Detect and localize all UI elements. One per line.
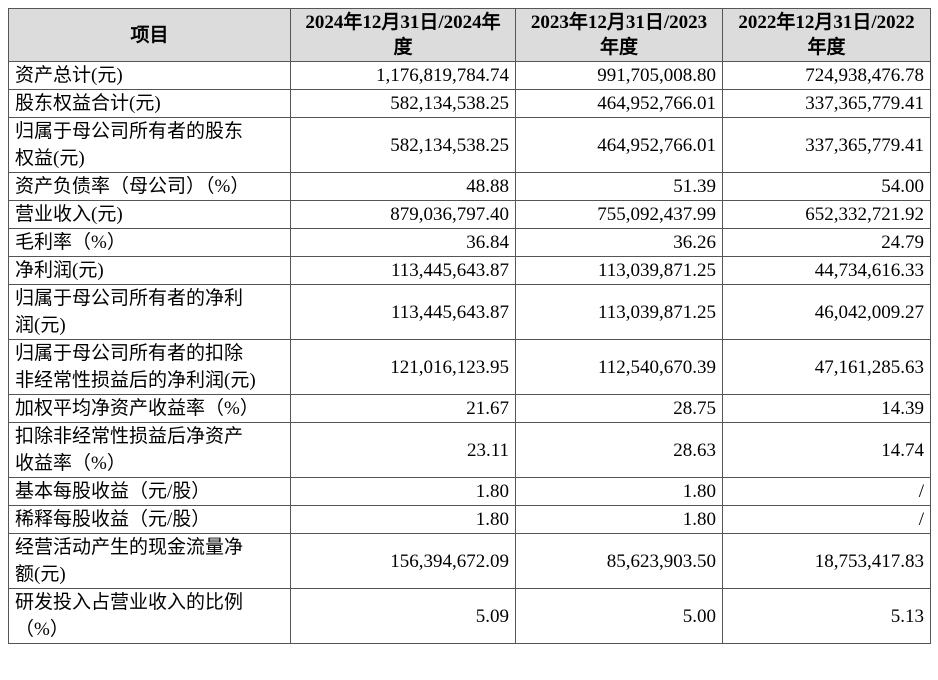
value-cell: 121,016,123.95 [290, 339, 516, 395]
row-label: 归属于母公司所有者的股东权益(元) [8, 117, 291, 173]
value-cell: 112,540,670.39 [515, 339, 723, 395]
value-cell: 724,938,476.78 [722, 61, 931, 90]
table-row: 资产负债率（母公司）（%） 48.88 51.39 54.00 [8, 172, 931, 201]
value-cell: 156,394,672.09 [290, 533, 516, 589]
row-label: 稀释每股收益（元/股） [8, 505, 291, 534]
table-row: 扣除非经常性损益后净资产收益率（%） 23.11 28.63 14.74 [8, 422, 931, 478]
financial-table: 项目 2024年12月31日/2024年度 2023年12月31日/2023年度 20… [8, 8, 931, 644]
value-cell: 337,365,779.41 [722, 117, 931, 173]
table-row: 毛利率（%） 36.84 36.26 24.79 [8, 228, 931, 257]
value-cell: 1.80 [290, 505, 516, 534]
value-cell: 113,039,871.25 [515, 284, 723, 340]
header-cell: 2022年12月31日/2022年度 [722, 8, 931, 62]
value-cell: 652,332,721.92 [722, 200, 931, 229]
table-row: 稀释每股收益（元/股） 1.80 1.80/ [8, 505, 931, 534]
row-label: 研发投入占营业收入的比例（%） [8, 588, 291, 644]
value-cell: 5.00 [515, 588, 723, 644]
table-row: 归属于母公司所有者的股东权益(元) 582,134,538.25 464,952,7… [8, 117, 931, 173]
table-row: 经营活动产生的现金流量净额(元) 156,394,672.09 85,623,903… [8, 533, 931, 589]
value-cell: 5.13 [722, 588, 931, 644]
value-cell: 28.75 [515, 394, 723, 423]
value-cell: 113,445,643.87 [290, 284, 516, 340]
value-cell: 582,134,538.25 [290, 117, 516, 173]
table-row: 基本每股收益（元/股） 1.80 1.80/ [8, 477, 931, 506]
value-cell: 24.79 [722, 228, 931, 257]
value-cell: 5.09 [290, 588, 516, 644]
value-cell: / [722, 477, 931, 506]
table-row: 加权平均净资产收益率（%） 21.67 28.75 14.39 [8, 394, 931, 423]
value-cell: 18,753,417.83 [722, 533, 931, 589]
value-cell: 991,705,008.80 [515, 61, 723, 90]
value-cell: 85,623,903.50 [515, 533, 723, 589]
row-label: 营业收入(元) [8, 200, 291, 229]
value-cell: 879,036,797.40 [290, 200, 516, 229]
value-cell: 28.63 [515, 422, 723, 478]
value-cell: 464,952,766.01 [515, 89, 723, 118]
value-cell: 21.67 [290, 394, 516, 423]
value-cell: 23.11 [290, 422, 516, 478]
value-cell: 46,042,009.27 [722, 284, 931, 340]
table-row: 研发投入占营业收入的比例（%） 5.09 5.00 5.13 [8, 588, 931, 644]
row-label: 基本每股收益（元/股） [8, 477, 291, 506]
value-cell: 47,161,285.63 [722, 339, 931, 395]
value-cell: 755,092,437.99 [515, 200, 723, 229]
value-cell: 54.00 [722, 172, 931, 201]
value-cell: 337,365,779.41 [722, 89, 931, 118]
value-cell: 36.84 [290, 228, 516, 257]
row-label: 扣除非经常性损益后净资产收益率（%） [8, 422, 291, 478]
value-cell: 113,039,871.25 [515, 256, 723, 285]
row-label: 归属于母公司所有者的净利润(元) [8, 284, 291, 340]
value-cell: 36.26 [515, 228, 723, 257]
row-label: 归属于母公司所有者的扣除非经常性损益后的净利润(元) [8, 339, 291, 395]
header-cell: 2023年12月31日/2023年度 [515, 8, 723, 62]
row-label: 资产负债率（母公司）（%） [8, 172, 291, 201]
value-cell: / [722, 505, 931, 534]
table-row: 归属于母公司所有者的扣除非经常性损益后的净利润(元) 121,016,123.95… [8, 339, 931, 395]
value-cell: 464,952,766.01 [515, 117, 723, 173]
table-row: 营业收入(元) 879,036,797.40 755,092,437.99 652,3… [8, 200, 931, 229]
value-cell: 1.80 [290, 477, 516, 506]
row-label: 加权平均净资产收益率（%） [8, 394, 291, 423]
value-cell: 44,734,616.33 [722, 256, 931, 285]
table-row: 净利润(元) 113,445,643.87 113,039,871.25 44,734… [8, 256, 931, 285]
row-label: 股东权益合计(元) [8, 89, 291, 118]
table-body: 资产总计(元) 1,176,819,784.74 991,705,008.80 724… [8, 61, 931, 644]
table-row: 资产总计(元) 1,176,819,784.74 991,705,008.80 724… [8, 61, 931, 90]
value-cell: 51.39 [515, 172, 723, 201]
value-cell: 48.88 [290, 172, 516, 201]
value-cell: 1,176,819,784.74 [290, 61, 516, 90]
header-cell: 2024年12月31日/2024年度 [290, 8, 516, 62]
value-cell: 1.80 [515, 477, 723, 506]
header-cell: 项目 [8, 8, 291, 62]
header-row: 项目 2024年12月31日/2024年度 2023年12月31日/2023年度 20… [8, 8, 931, 62]
table-row: 股东权益合计(元) 582,134,538.25 464,952,766.01 337… [8, 89, 931, 118]
value-cell: 14.39 [722, 394, 931, 423]
row-label: 净利润(元) [8, 256, 291, 285]
row-label: 资产总计(元) [8, 61, 291, 90]
value-cell: 582,134,538.25 [290, 89, 516, 118]
value-cell: 14.74 [722, 422, 931, 478]
row-label: 毛利率（%） [8, 228, 291, 257]
value-cell: 113,445,643.87 [290, 256, 516, 285]
value-cell: 1.80 [515, 505, 723, 534]
row-label: 经营活动产生的现金流量净额(元) [8, 533, 291, 589]
table-row: 归属于母公司所有者的净利润(元) 113,445,643.87 113,039,87… [8, 284, 931, 340]
